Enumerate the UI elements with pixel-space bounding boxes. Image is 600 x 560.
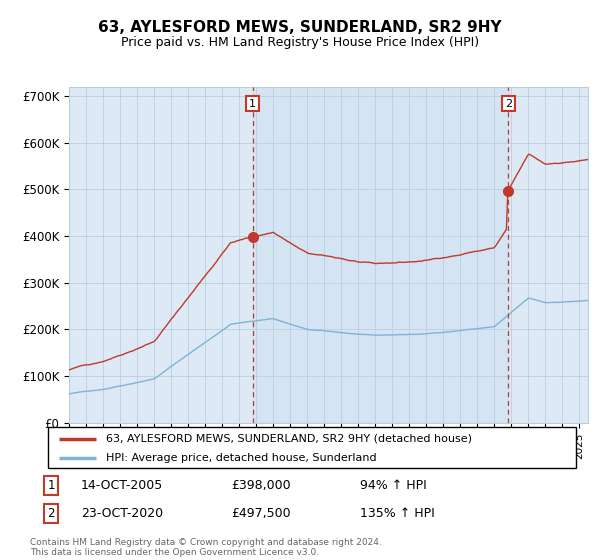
Text: 94% ↑ HPI: 94% ↑ HPI bbox=[360, 479, 427, 492]
Text: 63, AYLESFORD MEWS, SUNDERLAND, SR2 9HY: 63, AYLESFORD MEWS, SUNDERLAND, SR2 9HY bbox=[98, 20, 502, 35]
Text: 2: 2 bbox=[47, 507, 55, 520]
Text: 23-OCT-2020: 23-OCT-2020 bbox=[81, 507, 163, 520]
Text: Contains HM Land Registry data © Crown copyright and database right 2024.
This d: Contains HM Land Registry data © Crown c… bbox=[30, 538, 382, 557]
Text: 1: 1 bbox=[249, 99, 256, 109]
Text: 63, AYLESFORD MEWS, SUNDERLAND, SR2 9HY (detached house): 63, AYLESFORD MEWS, SUNDERLAND, SR2 9HY … bbox=[106, 433, 472, 444]
Text: HPI: Average price, detached house, Sunderland: HPI: Average price, detached house, Sund… bbox=[106, 452, 377, 463]
FancyBboxPatch shape bbox=[48, 427, 576, 468]
Text: 2: 2 bbox=[505, 99, 512, 109]
Text: 1: 1 bbox=[47, 479, 55, 492]
Text: £398,000: £398,000 bbox=[231, 479, 290, 492]
Bar bbox=[253, 87, 508, 423]
Text: 14-OCT-2005: 14-OCT-2005 bbox=[81, 479, 163, 492]
Text: Price paid vs. HM Land Registry's House Price Index (HPI): Price paid vs. HM Land Registry's House … bbox=[121, 36, 479, 49]
Text: 135% ↑ HPI: 135% ↑ HPI bbox=[360, 507, 435, 520]
Text: £497,500: £497,500 bbox=[231, 507, 290, 520]
